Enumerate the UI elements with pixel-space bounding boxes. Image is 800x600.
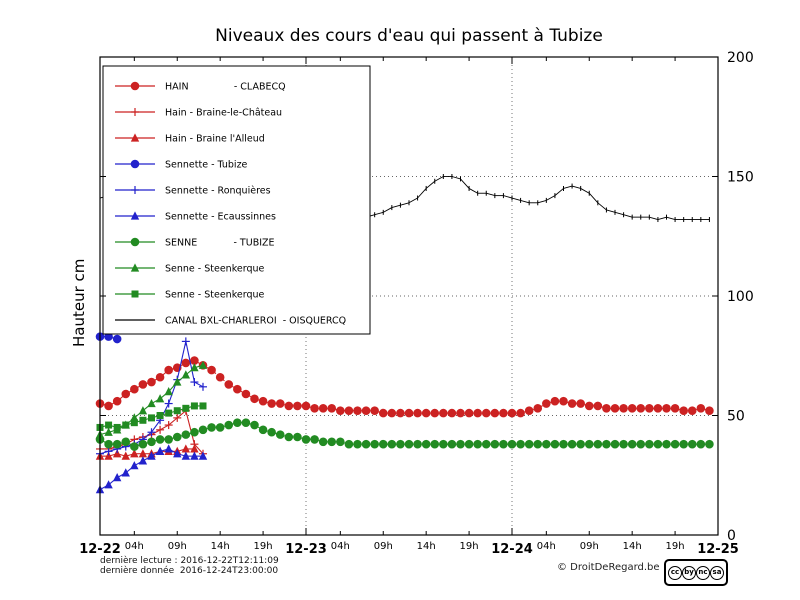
svg-text:09h: 09h (374, 541, 393, 552)
svg-text:19h: 19h (254, 541, 273, 552)
footer-last-reading: dernière lecture : 2016-12-22T12:11:09 (100, 556, 279, 566)
svg-text:19h: 19h (460, 541, 479, 552)
svg-text:Senne - Steenkerque: Senne - Steenkerque (165, 264, 264, 275)
cc-by-icon: by (682, 565, 696, 580)
copyright-text: © DroitDeRegard.be (557, 562, 660, 573)
svg-text:12-24: 12-24 (491, 542, 533, 557)
svg-text:12-25: 12-25 (697, 542, 739, 557)
svg-text:14h: 14h (623, 541, 642, 552)
svg-text:50: 50 (727, 409, 745, 425)
svg-text:14h: 14h (417, 541, 436, 552)
cc-license-badge: cc by nc sa (664, 559, 728, 586)
svg-text:12-23: 12-23 (285, 542, 327, 557)
svg-text:100: 100 (727, 289, 754, 305)
cc-nc-icon: nc (696, 565, 710, 580)
cc-icon: cc (668, 565, 682, 580)
svg-text:Sennette - Ronquières: Sennette - Ronquières (165, 186, 271, 197)
svg-text:Senne - Steenkerque: Senne - Steenkerque (165, 290, 264, 301)
svg-text:200: 200 (727, 50, 754, 66)
svg-text:04h: 04h (537, 541, 556, 552)
footer-last-data: dernière donnée 2016-12-24T23:00:00 (100, 566, 279, 576)
svg-text:Hain - Braine-le-Château: Hain - Braine-le-Château (165, 108, 282, 119)
svg-text:CANAL BXL-CHARLEROI - OISQUER: CANAL BXL-CHARLEROI - OISQUERCQ (165, 316, 346, 327)
svg-text:09h: 09h (168, 541, 187, 552)
svg-text:Hain - Braine l'Alleud: Hain - Braine l'Alleud (165, 134, 265, 145)
svg-text:Sennette - Ecaussinnes: Sennette - Ecaussinnes (165, 212, 276, 223)
svg-text:150: 150 (727, 170, 754, 186)
svg-text:19h: 19h (666, 541, 685, 552)
svg-text:12-22: 12-22 (79, 542, 121, 557)
svg-text:0: 0 (727, 528, 736, 544)
svg-text:14h: 14h (211, 541, 230, 552)
svg-text:HAIN - CLABECQ: HAIN - CLABECQ (165, 82, 286, 93)
chart-title: Niveaux des cours d'eau qui passent à Tu… (215, 26, 603, 46)
svg-text:Sennette - Tubize: Sennette - Tubize (165, 160, 248, 171)
svg-text:09h: 09h (580, 541, 599, 552)
svg-text:04h: 04h (125, 541, 144, 552)
cc-sa-icon: sa (710, 565, 724, 580)
svg-text:04h: 04h (331, 541, 350, 552)
svg-text:SENNE - TUBIZE: SENNE - TUBIZE (165, 238, 275, 249)
